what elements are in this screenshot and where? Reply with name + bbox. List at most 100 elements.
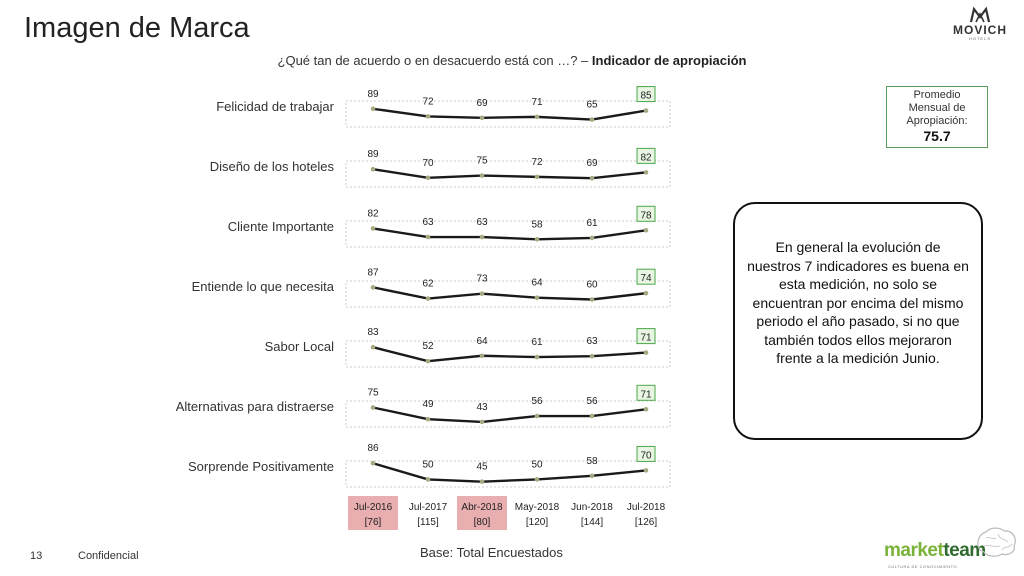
last-value-box bbox=[636, 205, 656, 222]
sample-size-label: [126] bbox=[635, 517, 657, 528]
data-label: 70 bbox=[422, 158, 434, 169]
last-value-box bbox=[636, 86, 656, 103]
data-point bbox=[589, 175, 595, 181]
data-point bbox=[589, 235, 595, 241]
sample-size-label: [144] bbox=[581, 517, 603, 528]
series-label: Diseño de los hoteles bbox=[209, 159, 334, 174]
sample-size-label: [120] bbox=[526, 517, 548, 528]
data-point bbox=[479, 419, 485, 425]
series-line bbox=[372, 168, 647, 180]
data-label: 43 bbox=[476, 402, 488, 413]
x-tick-label: Jul-2016 bbox=[354, 502, 393, 513]
data-label: 63 bbox=[476, 217, 488, 228]
period-highlight bbox=[457, 496, 507, 530]
data-label: 61 bbox=[586, 218, 598, 229]
data-point bbox=[534, 114, 540, 120]
data-point bbox=[479, 173, 485, 178]
series-line bbox=[372, 346, 647, 363]
series-label: Sabor Local bbox=[264, 339, 334, 354]
data-point bbox=[425, 114, 431, 119]
sample-size-label: [80] bbox=[474, 517, 491, 528]
data-label: 52 bbox=[422, 341, 434, 352]
brand-name: MOVICH bbox=[953, 23, 1007, 37]
series-label: Sorprende Positivamente bbox=[188, 459, 334, 474]
data-label: 89 bbox=[367, 89, 379, 100]
x-tick-label: Jun-2018 bbox=[571, 502, 613, 513]
last-value-box bbox=[636, 384, 656, 401]
data-label: 58 bbox=[531, 219, 543, 230]
average-value: 75.7 bbox=[923, 128, 951, 144]
marketteam-wordmark: marketteam bbox=[884, 540, 986, 562]
data-point bbox=[643, 468, 649, 473]
marketteam-logo: marketteam CULTURA DE CONOCIMIENTO bbox=[884, 526, 1020, 574]
marketteam-word-a: market bbox=[884, 540, 944, 561]
data-label: 69 bbox=[586, 158, 598, 169]
data-point bbox=[534, 413, 540, 419]
data-label: 70 bbox=[640, 450, 652, 461]
data-point bbox=[589, 117, 595, 122]
data-label: 85 bbox=[640, 91, 652, 102]
last-value-box bbox=[636, 328, 656, 345]
data-label: 74 bbox=[640, 273, 652, 284]
crown-icon bbox=[969, 6, 991, 23]
average-label-2: Mensual de bbox=[908, 102, 966, 114]
data-label: 73 bbox=[476, 274, 488, 285]
data-label: 86 bbox=[367, 443, 379, 454]
last-value-box bbox=[636, 445, 656, 462]
data-label: 56 bbox=[531, 396, 543, 407]
data-point bbox=[425, 296, 431, 301]
base-label: Base: Total Encuestados bbox=[420, 545, 563, 560]
data-point bbox=[534, 174, 540, 180]
row-band bbox=[345, 460, 671, 488]
data-point bbox=[479, 234, 485, 240]
data-label: 63 bbox=[422, 217, 434, 228]
data-label: 75 bbox=[476, 156, 488, 167]
sample-size-label: [115] bbox=[417, 517, 439, 528]
data-point bbox=[370, 460, 376, 466]
data-label: 75 bbox=[367, 388, 379, 399]
data-point bbox=[425, 175, 431, 181]
data-label: 60 bbox=[586, 280, 598, 291]
data-label: 71 bbox=[640, 333, 652, 344]
confidential-label: Confidencial bbox=[78, 550, 139, 562]
summary-note: En general la evolución de nuestros 7 in… bbox=[733, 202, 983, 440]
data-label: 61 bbox=[531, 337, 543, 348]
series-label: Felicidad de trabajar bbox=[216, 99, 334, 114]
x-tick-label: Jul-2017 bbox=[409, 502, 448, 513]
data-label: 82 bbox=[367, 208, 379, 219]
data-point bbox=[479, 479, 485, 484]
data-point bbox=[643, 350, 649, 355]
data-point bbox=[370, 285, 376, 290]
data-label: 69 bbox=[476, 98, 488, 109]
data-label: 62 bbox=[422, 279, 434, 290]
average-box: Promedio Mensual de Apropiación: 75.7 bbox=[886, 86, 988, 148]
brain-icon bbox=[977, 527, 1016, 557]
row-band bbox=[345, 400, 671, 428]
data-label: 45 bbox=[476, 462, 488, 473]
question-indicator: Indicador de apropiación bbox=[591, 53, 747, 68]
data-point bbox=[425, 358, 431, 364]
data-label: 78 bbox=[640, 210, 652, 221]
data-point bbox=[370, 226, 376, 231]
data-point bbox=[534, 354, 540, 360]
movich-logo: MOVICH HOTELS bbox=[942, 6, 1018, 46]
data-label: 89 bbox=[367, 149, 379, 160]
data-label: 71 bbox=[640, 389, 652, 400]
data-point bbox=[534, 295, 540, 301]
data-label: 58 bbox=[586, 456, 598, 467]
series-line bbox=[372, 227, 647, 241]
data-point bbox=[425, 234, 431, 240]
series-line bbox=[372, 462, 647, 483]
row-band bbox=[345, 100, 671, 128]
data-point bbox=[370, 106, 376, 112]
average-label-3: Apropiación: bbox=[906, 115, 968, 127]
sample-size-label: [76] bbox=[365, 517, 382, 528]
series-line bbox=[372, 286, 647, 301]
brand-subname: HOTELS bbox=[968, 36, 991, 41]
x-tick-label: Abr-2018 bbox=[461, 502, 503, 513]
period-highlight bbox=[348, 496, 398, 530]
data-point bbox=[589, 353, 595, 359]
data-point bbox=[479, 115, 485, 121]
data-point bbox=[643, 170, 649, 175]
